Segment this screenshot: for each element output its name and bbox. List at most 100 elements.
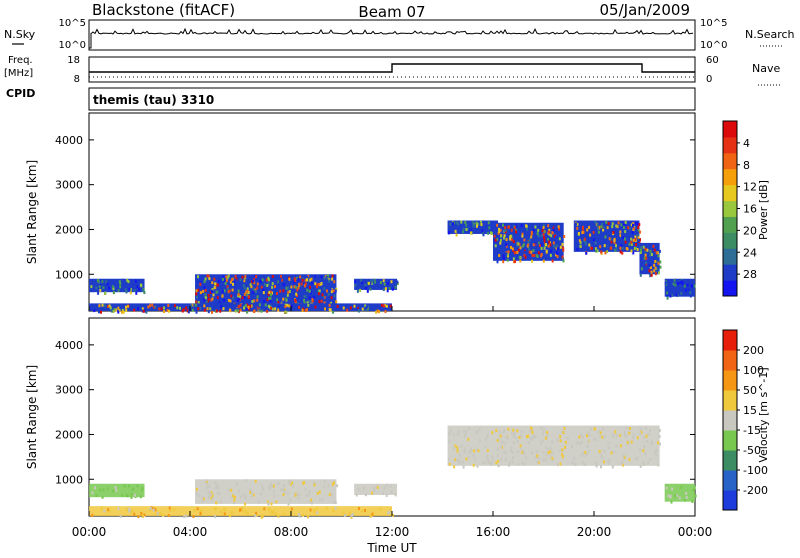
velocity-cell: [244, 502, 246, 506]
power-cell: [229, 299, 232, 303]
power-cell: [195, 310, 198, 314]
power-cell: [298, 305, 301, 309]
power-cell: [611, 225, 614, 229]
power-cell: [329, 308, 332, 312]
velocity-cell: [270, 482, 273, 486]
power-cell: [600, 250, 603, 254]
power-cell: [196, 295, 198, 299]
velocity-cell: [99, 488, 102, 492]
velocity-cell: [351, 512, 354, 516]
power-cell: [604, 235, 607, 239]
power-cell: [199, 306, 202, 310]
power-cell: [683, 284, 686, 288]
power-cell: [589, 233, 592, 237]
power-cell: [490, 232, 493, 235]
power-cell: [101, 280, 104, 284]
power-cell: [224, 282, 227, 285]
power-cell: [386, 282, 389, 285]
power-cell: [373, 278, 376, 282]
velocity-cell: [232, 494, 235, 498]
velocity-cell: [646, 440, 649, 443]
power-cell: [361, 281, 364, 285]
velocity-cell: [647, 461, 649, 465]
power-cell: [528, 238, 531, 242]
power-cell: [287, 290, 290, 294]
velocity-cell: [514, 436, 517, 440]
power-cell: [170, 303, 172, 307]
power-cell: [671, 294, 674, 297]
power-cell: [669, 280, 672, 284]
velocity-cell: [626, 441, 629, 445]
power-blob: [195, 274, 337, 306]
power-cell: [271, 275, 274, 278]
velocity-cell: [491, 460, 494, 464]
cpid-value: themis (tau) 3310: [93, 93, 214, 107]
power-cell: [216, 290, 219, 294]
velocity-cell: [244, 497, 247, 500]
velocity-cell: [475, 448, 478, 452]
power-cell: [163, 306, 165, 310]
power-cell: [241, 296, 244, 300]
power-cell: [537, 241, 540, 245]
power-cell: [545, 243, 547, 247]
power-cell: [493, 234, 496, 238]
power-cell: [317, 289, 320, 293]
power-cell: [117, 289, 120, 292]
velocity-cell: [559, 449, 562, 453]
power-cell: [532, 243, 535, 247]
velocity-cell: [542, 458, 545, 462]
power-cell: [396, 280, 399, 284]
power-cell: [121, 278, 124, 282]
power-cell: [103, 304, 106, 308]
power-cell: [255, 290, 258, 293]
power-cell: [237, 309, 239, 313]
velocity-cell: [632, 434, 635, 438]
velocity-cell: [350, 515, 353, 519]
power-cell: [306, 301, 309, 305]
power-cell: [547, 230, 550, 234]
power-cell: [523, 238, 526, 242]
power-cell: [246, 310, 249, 314]
velocity-cell: [639, 464, 642, 468]
power-cell: [614, 234, 617, 238]
power-cell: [270, 293, 272, 297]
power-cell: [666, 291, 668, 295]
velocity-cell: [216, 491, 219, 495]
velocity-cell: [282, 487, 284, 491]
power-cell: [248, 307, 251, 311]
power-cell: [507, 225, 510, 229]
velocity-cell: [477, 449, 480, 453]
power-cell: [645, 256, 648, 260]
velocity-cell: [478, 427, 481, 431]
power-cell: [620, 223, 623, 227]
power-cell: [306, 308, 308, 312]
velocity-cell: [665, 486, 668, 490]
power-cell: [532, 249, 535, 253]
velocity-cell: [551, 456, 554, 460]
velocity-cell: [136, 484, 139, 488]
power-cell: [686, 283, 689, 287]
velocity-cell: [485, 437, 488, 441]
power-cell: [326, 289, 328, 293]
power-cell: [555, 253, 558, 257]
power-cell: [98, 285, 101, 289]
power-cell: [223, 289, 226, 293]
power-cell: [210, 290, 213, 294]
power-cell: [330, 301, 332, 305]
power-cell: [639, 246, 642, 249]
velocity-cell: [624, 433, 627, 437]
velocity-cell: [531, 451, 534, 455]
power-cell: [533, 254, 536, 257]
velocity-cell: [215, 485, 217, 489]
velocity-cell: [201, 499, 204, 503]
velocity-cell: [283, 490, 286, 494]
power-cell: [245, 307, 248, 311]
nsky-tick-top: 10^5: [59, 18, 86, 29]
velocity-cell: [512, 456, 514, 460]
power-cell: [229, 280, 232, 284]
colorbar-segment: [723, 216, 737, 233]
power-cell: [633, 247, 636, 251]
power-panel-frame: [88, 112, 696, 312]
power-cell: [389, 304, 392, 308]
power-cell: [577, 232, 580, 235]
